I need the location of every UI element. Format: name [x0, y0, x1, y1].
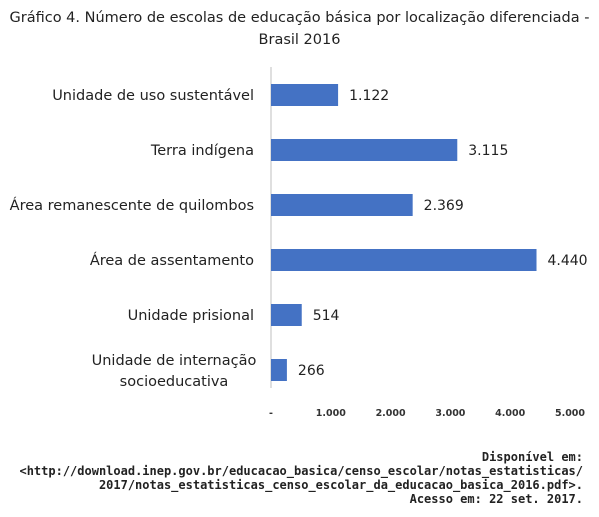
bar	[271, 249, 537, 271]
data-label: 1.122	[349, 88, 389, 104]
bar	[271, 139, 458, 161]
source-line-2: <http://download.inep.gov.br/educacao_ba…	[19, 464, 583, 478]
category-label: Unidade prisional	[128, 308, 254, 324]
bar-chart: Unidade de uso sustentável 1.122 Terra ind…	[10, 67, 588, 419]
category-label: Unidade de internação socioeducativa	[92, 353, 257, 390]
bar	[271, 359, 287, 381]
source-line-4: Acesso em: 22 set. 2017.	[409, 492, 583, 506]
x-tick-label: -	[269, 408, 273, 419]
data-label: 2.369	[424, 198, 464, 214]
x-tick-label: 2.000	[376, 408, 406, 419]
x-tick-label: 5.000	[555, 408, 585, 419]
data-label: 514	[313, 308, 340, 324]
x-tick-label: 1.000	[316, 408, 346, 419]
source-line-1: Disponível em:	[481, 450, 583, 464]
category-label: Área remanescente de quilombos	[10, 197, 254, 214]
x-tick-label: 3.000	[435, 408, 465, 419]
data-label: 3.115	[468, 143, 508, 159]
data-label: 266	[298, 363, 325, 379]
x-tick-label: 4.000	[495, 408, 525, 419]
category-label: Unidade de uso sustentável	[52, 88, 254, 104]
bar	[271, 304, 302, 326]
bar	[271, 84, 339, 106]
category-label: Área de assentamento	[90, 252, 254, 269]
source-line-3: 2017/notas_estatisticas_censo_escolar_da…	[98, 478, 583, 492]
data-label: 4.440	[548, 253, 588, 269]
bar	[271, 194, 413, 216]
category-label: Terra indígena	[150, 143, 254, 159]
chart-title-line-1: Gráfico 4. Número de escolas de educação…	[9, 10, 590, 26]
chart-title-line-2: Brasil 2016	[258, 32, 341, 48]
